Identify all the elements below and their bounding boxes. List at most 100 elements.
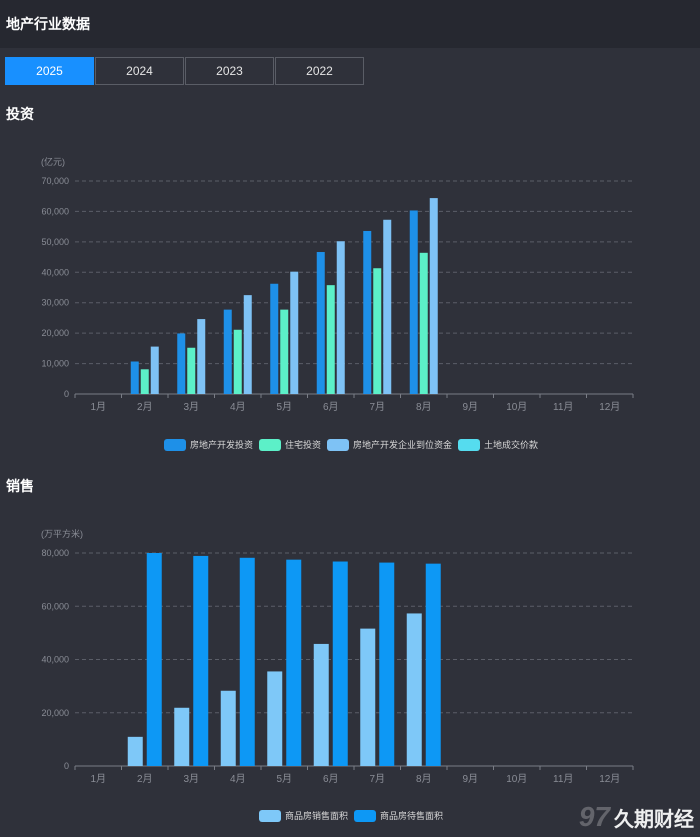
y-tick-label: 60,000	[41, 206, 69, 216]
x-tick-label: 4月	[230, 773, 246, 785]
x-tick-label: 3月	[183, 773, 199, 785]
bar	[280, 309, 289, 394]
x-tick-label: 5月	[276, 773, 292, 785]
bar	[130, 361, 139, 394]
x-tick-label: 4月	[230, 401, 246, 413]
bar	[177, 333, 186, 394]
legend-swatch	[327, 439, 349, 451]
watermark: 97 久期财经	[579, 801, 694, 833]
tab-2024[interactable]: 2024	[95, 57, 184, 85]
page-title: 地产行业数据	[6, 16, 90, 32]
bar	[363, 230, 372, 394]
y-tick-label: 80,000	[41, 548, 69, 558]
bar	[146, 553, 162, 766]
y-tick-label: 10,000	[41, 359, 69, 369]
bar	[127, 736, 143, 766]
legend-swatch	[458, 439, 480, 451]
legend-label: 商品房待售面积	[380, 810, 443, 821]
legend-swatch	[259, 810, 281, 822]
x-tick-label: 7月	[369, 401, 385, 413]
bar	[373, 268, 382, 394]
bar	[326, 285, 335, 394]
x-tick-label: 10月	[506, 773, 527, 785]
x-tick-label: 12月	[599, 401, 620, 413]
x-tick-label: 11月	[553, 401, 573, 413]
bar	[140, 369, 149, 394]
x-tick-label: 9月	[462, 773, 478, 785]
bar	[220, 690, 236, 766]
bar	[286, 559, 302, 766]
app-header: 地产行业数据	[0, 0, 700, 48]
x-tick-label: 1月	[90, 773, 106, 785]
bar	[313, 643, 329, 766]
bar	[379, 562, 395, 766]
y-tick-label: 40,000	[41, 267, 69, 277]
section-title-investment: 投资	[6, 106, 34, 122]
legend-label: 商品房销售面积	[285, 810, 348, 821]
legend-swatch	[259, 439, 281, 451]
x-tick-label: 2月	[137, 773, 153, 785]
bar	[267, 671, 283, 766]
bar	[409, 210, 418, 394]
legend-swatch	[164, 439, 186, 451]
section-title-sales: 销售	[6, 478, 34, 494]
tab-2023[interactable]: 2023	[185, 57, 274, 85]
bar	[336, 241, 345, 394]
y-tick-label: 0	[64, 761, 69, 771]
x-tick-label: 2月	[137, 401, 153, 413]
investment-chart: (亿元) 0 10,000 20,000 30,000 40,000 50,000 60,00…	[41, 156, 634, 451]
tab-2022[interactable]: 2022	[275, 57, 364, 85]
tab-2025[interactable]: 2025	[5, 57, 94, 85]
legend-label: 房地产开发企业到位资金	[353, 439, 452, 450]
x-tick-label: 6月	[323, 773, 339, 785]
legend-label: 土地成交价款	[484, 439, 538, 450]
x-tick-label: 1月	[90, 401, 106, 413]
x-tick-label: 6月	[323, 401, 339, 413]
bar	[223, 309, 232, 394]
y-tick-label: 30,000	[41, 298, 69, 308]
bar	[233, 329, 242, 394]
bar	[197, 319, 206, 394]
watermark-text: 久期财经	[614, 808, 694, 831]
watermark-logo-icon: 97	[578, 801, 610, 832]
x-tick-label: 9月	[462, 401, 478, 413]
bar	[290, 271, 299, 394]
x-tick-label: 8月	[416, 401, 432, 413]
y-unit-label: (亿元)	[41, 156, 65, 167]
bar	[429, 198, 438, 394]
y-tick-label: 60,000	[41, 601, 69, 611]
legend-swatch	[354, 810, 376, 822]
bar	[187, 347, 196, 394]
x-tick-label: 7月	[369, 773, 385, 785]
year-tabs: 2025 2024 2023 2022	[5, 57, 365, 85]
x-tick-label: 8月	[416, 773, 432, 785]
bar	[316, 252, 325, 394]
bar	[425, 563, 441, 766]
y-tick-label: 70,000	[41, 176, 69, 186]
y-tick-label: 20,000	[41, 328, 69, 338]
bar	[243, 295, 252, 394]
x-tick-label: 5月	[276, 401, 292, 413]
sales-chart: (万平方米) 0 20,000 40,000 60,000 80,000 1月 2月 3月 4月 5…	[41, 528, 634, 822]
x-tick-label: 12月	[599, 773, 620, 785]
bar	[383, 219, 392, 394]
y-tick-label: 0	[64, 389, 69, 399]
legend-label: 房地产开发投资	[190, 439, 253, 450]
y-tick-label: 20,000	[41, 708, 69, 718]
bar	[193, 555, 209, 766]
x-tick-label: 11月	[553, 773, 573, 785]
bar	[174, 707, 190, 766]
bar	[406, 613, 422, 766]
legend-label: 住宅投资	[285, 439, 321, 450]
bar	[270, 283, 279, 394]
y-tick-label: 50,000	[41, 237, 69, 247]
x-tick-label: 3月	[183, 401, 199, 413]
bar	[239, 557, 255, 766]
bar	[332, 561, 348, 766]
y-unit-label: (万平方米)	[41, 528, 83, 539]
bar	[419, 252, 428, 394]
x-tick-label: 10月	[506, 401, 527, 413]
bar	[150, 346, 159, 394]
y-tick-label: 40,000	[41, 655, 69, 665]
bar	[360, 628, 376, 766]
